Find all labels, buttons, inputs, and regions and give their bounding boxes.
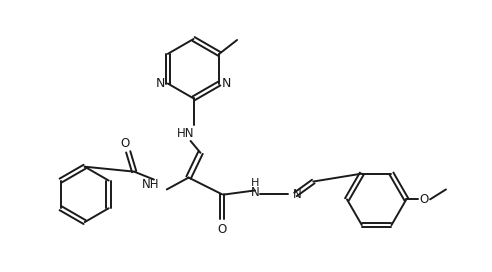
Text: O: O	[217, 222, 227, 236]
Text: H: H	[251, 178, 259, 187]
Text: N: N	[156, 77, 166, 90]
Text: N: N	[221, 77, 231, 90]
Text: N: N	[250, 186, 259, 199]
Text: O: O	[121, 137, 130, 150]
Text: O: O	[420, 193, 429, 206]
Text: N: N	[293, 188, 301, 201]
Text: NH: NH	[141, 178, 159, 191]
Text: HN: HN	[177, 126, 194, 140]
